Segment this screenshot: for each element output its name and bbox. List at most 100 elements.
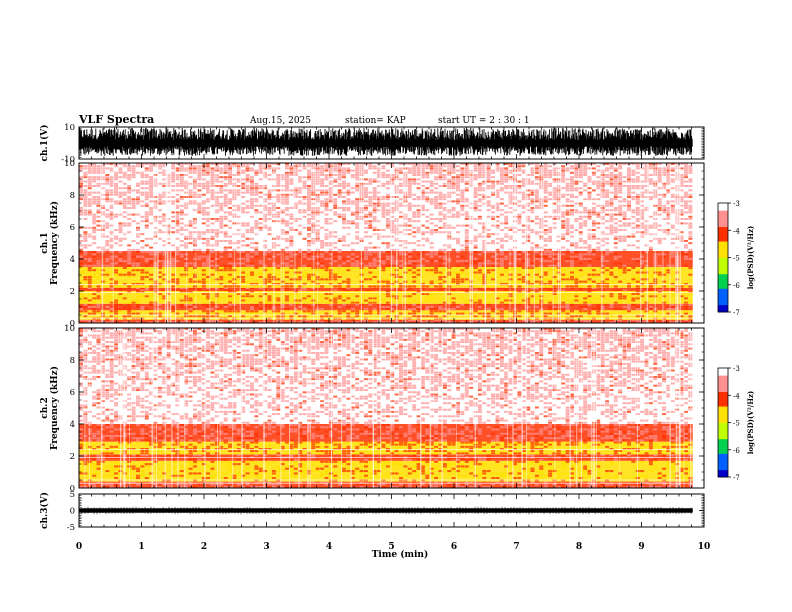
spectrogram-cell xyxy=(92,255,97,258)
spectrogram-cell xyxy=(504,233,509,236)
spectrogram-cell xyxy=(399,244,403,247)
spectrogram-cell xyxy=(83,253,88,256)
spectrogram-cell xyxy=(578,293,583,296)
spectrogram-cell xyxy=(236,310,241,313)
spectrogram-cell xyxy=(688,301,693,304)
spectrogram-cell xyxy=(118,213,123,216)
spectrogram-cell xyxy=(236,185,241,187)
spectrogram-cell xyxy=(122,191,127,194)
spectrogram-cell xyxy=(188,305,193,308)
spectrogram-cell xyxy=(350,169,355,172)
spectrogram-cell xyxy=(258,191,263,194)
spectrogram-cell xyxy=(293,278,298,281)
spectrogram-cell xyxy=(219,269,224,272)
spectrogram-cell xyxy=(333,178,338,181)
spectrogram-cell xyxy=(491,321,496,323)
spectrogram-cell xyxy=(206,229,211,231)
spectrogram-cell xyxy=(254,305,259,308)
spectrogram-cell xyxy=(307,163,311,165)
spectrogram-cell xyxy=(293,207,298,209)
spectrogram-cell xyxy=(451,301,456,304)
spectrogram-cell xyxy=(346,315,351,318)
spectrogram-cell xyxy=(517,191,522,194)
spectrogram-cell xyxy=(127,305,132,308)
spectrogram-cell xyxy=(451,185,456,187)
spectrogram-cell xyxy=(79,198,83,201)
spectrogram-cell xyxy=(530,171,535,174)
spectrogram-cell xyxy=(530,193,535,196)
spectrogram-cell xyxy=(87,171,92,174)
spectrogram-cell xyxy=(429,295,434,298)
spectrogram-cell xyxy=(144,180,149,183)
spectrogram-cell xyxy=(289,295,294,298)
spectrogram-cell xyxy=(109,185,114,187)
spectrogram-cell xyxy=(565,224,570,227)
spectrogram-cell xyxy=(302,187,307,190)
spectrogram-cell xyxy=(609,315,614,318)
spectrogram-cell xyxy=(399,312,403,315)
spectrogram-cell xyxy=(561,233,566,236)
spectrogram-cell xyxy=(530,174,535,176)
spectrogram-cell xyxy=(473,262,478,265)
spectrogram-cell xyxy=(320,299,325,302)
spectrogram-cell xyxy=(245,224,250,227)
spectrogram-cell xyxy=(364,182,368,185)
spectrogram-cell xyxy=(114,176,119,179)
spectrogram-cell xyxy=(460,321,465,323)
spectrogram-cell xyxy=(473,189,478,192)
spectrogram-cell xyxy=(561,293,566,296)
spectrogram-cell xyxy=(429,180,434,183)
spectrogram-cell xyxy=(530,269,535,272)
spectrogram-cell xyxy=(320,174,325,176)
spectrogram-cell xyxy=(543,251,548,254)
spectrogram-cell xyxy=(434,163,439,165)
spectrogram-cell xyxy=(350,211,355,214)
spectrogram-cell xyxy=(157,193,162,196)
spectrogram-cell xyxy=(263,246,268,249)
spectrogram-cell xyxy=(311,301,316,304)
spectrogram-cell xyxy=(193,185,197,187)
spectrogram-cell xyxy=(223,291,228,293)
spectrogram-cell xyxy=(122,187,127,190)
spectrogram-cell xyxy=(293,303,298,306)
spectrogram-cell xyxy=(346,280,351,283)
spectrogram-cell xyxy=(521,169,526,172)
spectrogram-cell xyxy=(482,174,487,176)
spectrogram-cell xyxy=(451,215,456,218)
spectrogram-cell xyxy=(473,297,478,300)
spectrogram-cell xyxy=(228,276,233,279)
spectrogram-cell xyxy=(574,255,579,258)
spectrogram-cell xyxy=(184,204,189,207)
spectrogram-cell xyxy=(416,204,421,207)
spectrogram-cell xyxy=(118,176,123,179)
spectrogram-cell xyxy=(179,182,184,185)
spectrogram-cell xyxy=(206,200,211,203)
spectrogram-cell xyxy=(105,321,110,323)
spectrogram-cell xyxy=(122,273,127,276)
spectrogram-cell xyxy=(429,291,434,293)
spectrogram-cell xyxy=(526,235,531,238)
spectrogram-cell xyxy=(92,198,97,201)
spectrogram-cell xyxy=(346,267,351,270)
spectrogram-cell xyxy=(118,222,123,225)
ch1-waveform-trace xyxy=(78,127,693,156)
spectrogram-cell xyxy=(210,319,215,322)
spectrogram-cell xyxy=(517,222,522,225)
spectrogram-cell xyxy=(600,310,605,313)
spectrogram-cell xyxy=(420,269,425,272)
spectrogram-cell xyxy=(214,312,219,315)
spectrogram-cell xyxy=(210,178,215,181)
spectrogram-cell xyxy=(491,310,496,313)
spectrogram-cell xyxy=(320,285,325,288)
spectrogram-cell xyxy=(381,303,386,306)
spectrogram-cell xyxy=(114,235,119,238)
spectrogram-cell xyxy=(508,273,513,276)
spectrogram-cell xyxy=(166,229,171,231)
spectrogram-cell xyxy=(355,189,360,192)
spectrogram-cell xyxy=(451,178,456,181)
spectrogram-cell xyxy=(175,167,180,170)
spectrogram-cell xyxy=(197,193,202,196)
spectrogram-cell xyxy=(122,211,127,214)
spectrogram-cell xyxy=(552,178,557,181)
spectrogram-cell xyxy=(486,171,491,174)
